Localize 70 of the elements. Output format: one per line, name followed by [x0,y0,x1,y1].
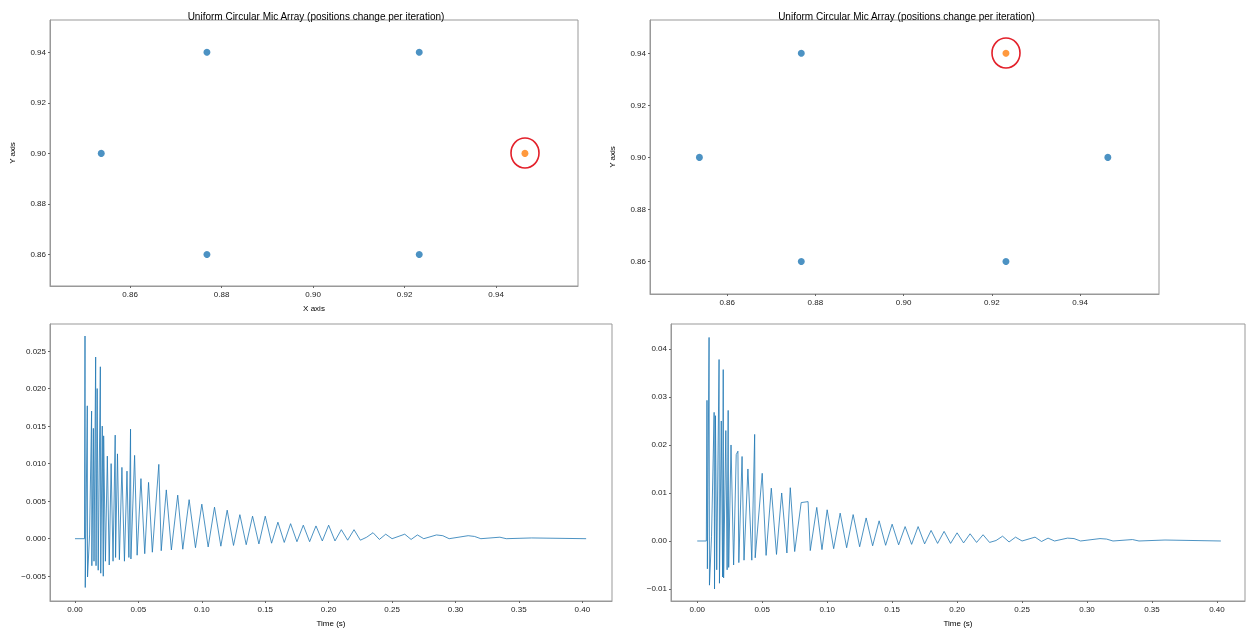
point [1002,257,1010,265]
point [797,49,805,57]
y-tick-label: 0.90 [30,148,47,158]
y-axis-title: Y axis [607,146,617,168]
y-tick-label: 0.94 [30,47,47,57]
y-tick-label: 0.00 [651,536,668,546]
y-tick-label: −0.005 [21,571,47,581]
x-tick-label: 0.90 [895,297,912,307]
x-tick-label: 0.94 [1072,297,1089,307]
x-tick-label: 0.15 [257,604,274,614]
y-tick-label: 0.88 [630,204,647,214]
point [695,153,703,161]
chart-title: Uniform Circular Mic Array (positions change per iteration) [187,10,445,22]
x-tick-label: 0.10 [819,604,836,614]
y-tick-label: 0.005 [25,496,47,506]
x-tick-label: 0.30 [1079,604,1096,614]
x-axis-title: Time (s) [943,618,973,628]
x-tick-label: 0.40 [574,604,591,614]
y-tick-label: 0.025 [25,346,47,356]
y-tick-label: 0.015 [25,421,47,431]
point [1104,153,1112,161]
point [797,257,805,265]
point [203,250,211,258]
x-tick-label: 0.00 [689,604,706,614]
y-tick-label: 0.01 [651,488,668,498]
y-tick-label: 0.03 [651,392,668,402]
x-tick-label: 0.20 [949,604,966,614]
y-tick-label: 0.90 [630,152,647,162]
x-tick-label: 0.92 [396,289,413,299]
y-axis-title: Y axis [7,142,17,164]
point [415,48,423,56]
x-tick-label: 0.00 [67,604,84,614]
x-tick-label: 0.86 [719,297,736,307]
x-tick-label: 0.20 [320,604,337,614]
x-tick-label: 0.35 [1144,604,1161,614]
y-tick-label: 0.000 [25,534,47,544]
point [97,149,105,157]
point [415,250,423,258]
y-tick-label: 0.010 [25,459,47,469]
y-tick-label: 0.02 [651,440,668,450]
x-tick-label: 0.88 [213,289,230,299]
point [203,48,211,56]
x-tick-label: 0.86 [122,289,139,299]
y-tick-label: 0.04 [651,344,668,354]
x-tick-label: 0.35 [511,604,528,614]
x-tick-label: 0.15 [884,604,901,614]
x-tick-label: 0.90 [305,289,322,299]
x-tick-label: 0.88 [807,297,824,307]
y-tick-label: 0.92 [630,100,647,110]
x-tick-label: 0.10 [194,604,211,614]
x-axis-title: X axis [303,303,325,313]
line-series [696,337,1222,590]
chart-title: Uniform Circular Mic Array (positions change per iteration) [778,10,1035,22]
x-axis-title: Time (s) [316,618,346,628]
x-tick-label: 0.05 [130,604,147,614]
x-tick-label: 0.94 [488,289,505,299]
x-tick-label: 0.92 [984,297,1001,307]
line-series [74,335,587,588]
y-tick-label: 0.86 [30,249,47,259]
y-tick-label: 0.020 [25,384,47,394]
y-tick-label: 0.86 [630,256,647,266]
x-tick-label: 0.30 [447,604,464,614]
y-tick-label: 0.88 [30,199,47,209]
y-tick-label: −0.01 [646,584,668,594]
x-tick-label: 0.40 [1209,604,1226,614]
x-tick-label: 0.05 [754,604,771,614]
y-tick-label: 0.92 [30,98,47,108]
x-tick-label: 0.25 [1014,604,1031,614]
x-tick-label: 0.25 [384,604,401,614]
y-tick-label: 0.94 [630,48,647,58]
